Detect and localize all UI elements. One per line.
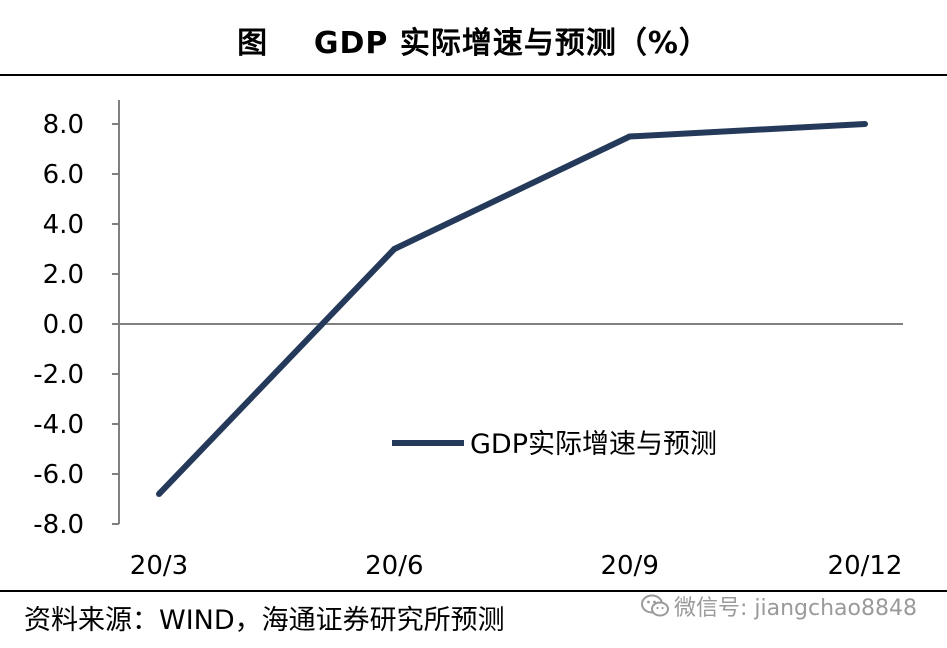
data-point — [391, 246, 398, 252]
data-point — [862, 121, 868, 127]
y-tick-label: -2.0 — [33, 360, 84, 390]
x-tick-label: 20/9 — [600, 551, 658, 581]
data-point — [156, 491, 162, 497]
x-tick-label: 20/6 — [365, 551, 423, 581]
source-note: 资料来源：WIND，海通证券研究所预测 — [24, 605, 505, 636]
x-axis-ticks: 20/3 20/6 20/9 20/12 — [130, 551, 903, 581]
watermark: 微信号: jiangchao8848 — [640, 590, 917, 622]
y-axis-ticks: 8.0 6.0 4.0 2.0 0.0 -2.0 -4.0 -6.0 -8.0 — [33, 110, 119, 540]
series-line — [156, 121, 866, 497]
y-tick-label: 0.0 — [43, 310, 84, 340]
y-tick-label: 8.0 — [43, 110, 84, 140]
footer-divider — [0, 590, 947, 592]
y-tick-label: -6.0 — [33, 460, 84, 490]
y-tick-label: 6.0 — [43, 160, 84, 190]
wechat-icon — [641, 594, 669, 617]
y-tick-label: -8.0 — [33, 510, 84, 540]
x-tick-label: 20/12 — [828, 551, 903, 581]
y-tick-label: -4.0 — [33, 410, 84, 440]
chart-axes — [118, 100, 903, 524]
series-layer — [156, 121, 868, 497]
watermark-text: 微信号: jiangchao8848 — [674, 596, 917, 621]
line-chart: 8.0 6.0 4.0 2.0 0.0 -2.0 -4.0 -6.0 -8.0 20/3 20/6… — [33, 100, 903, 581]
y-tick-label: 2.0 — [43, 260, 84, 290]
legend-label: GDP实际增速与预测 — [470, 429, 717, 460]
chart-legend: GDP实际增速与预测 — [392, 429, 717, 460]
y-tick-label: 4.0 — [43, 210, 84, 240]
chart-title: 图 GDP 实际增速与预测（%） — [237, 26, 710, 61]
title-divider — [0, 74, 947, 76]
data-point — [626, 133, 633, 140]
x-tick-label: 20/3 — [130, 551, 188, 581]
